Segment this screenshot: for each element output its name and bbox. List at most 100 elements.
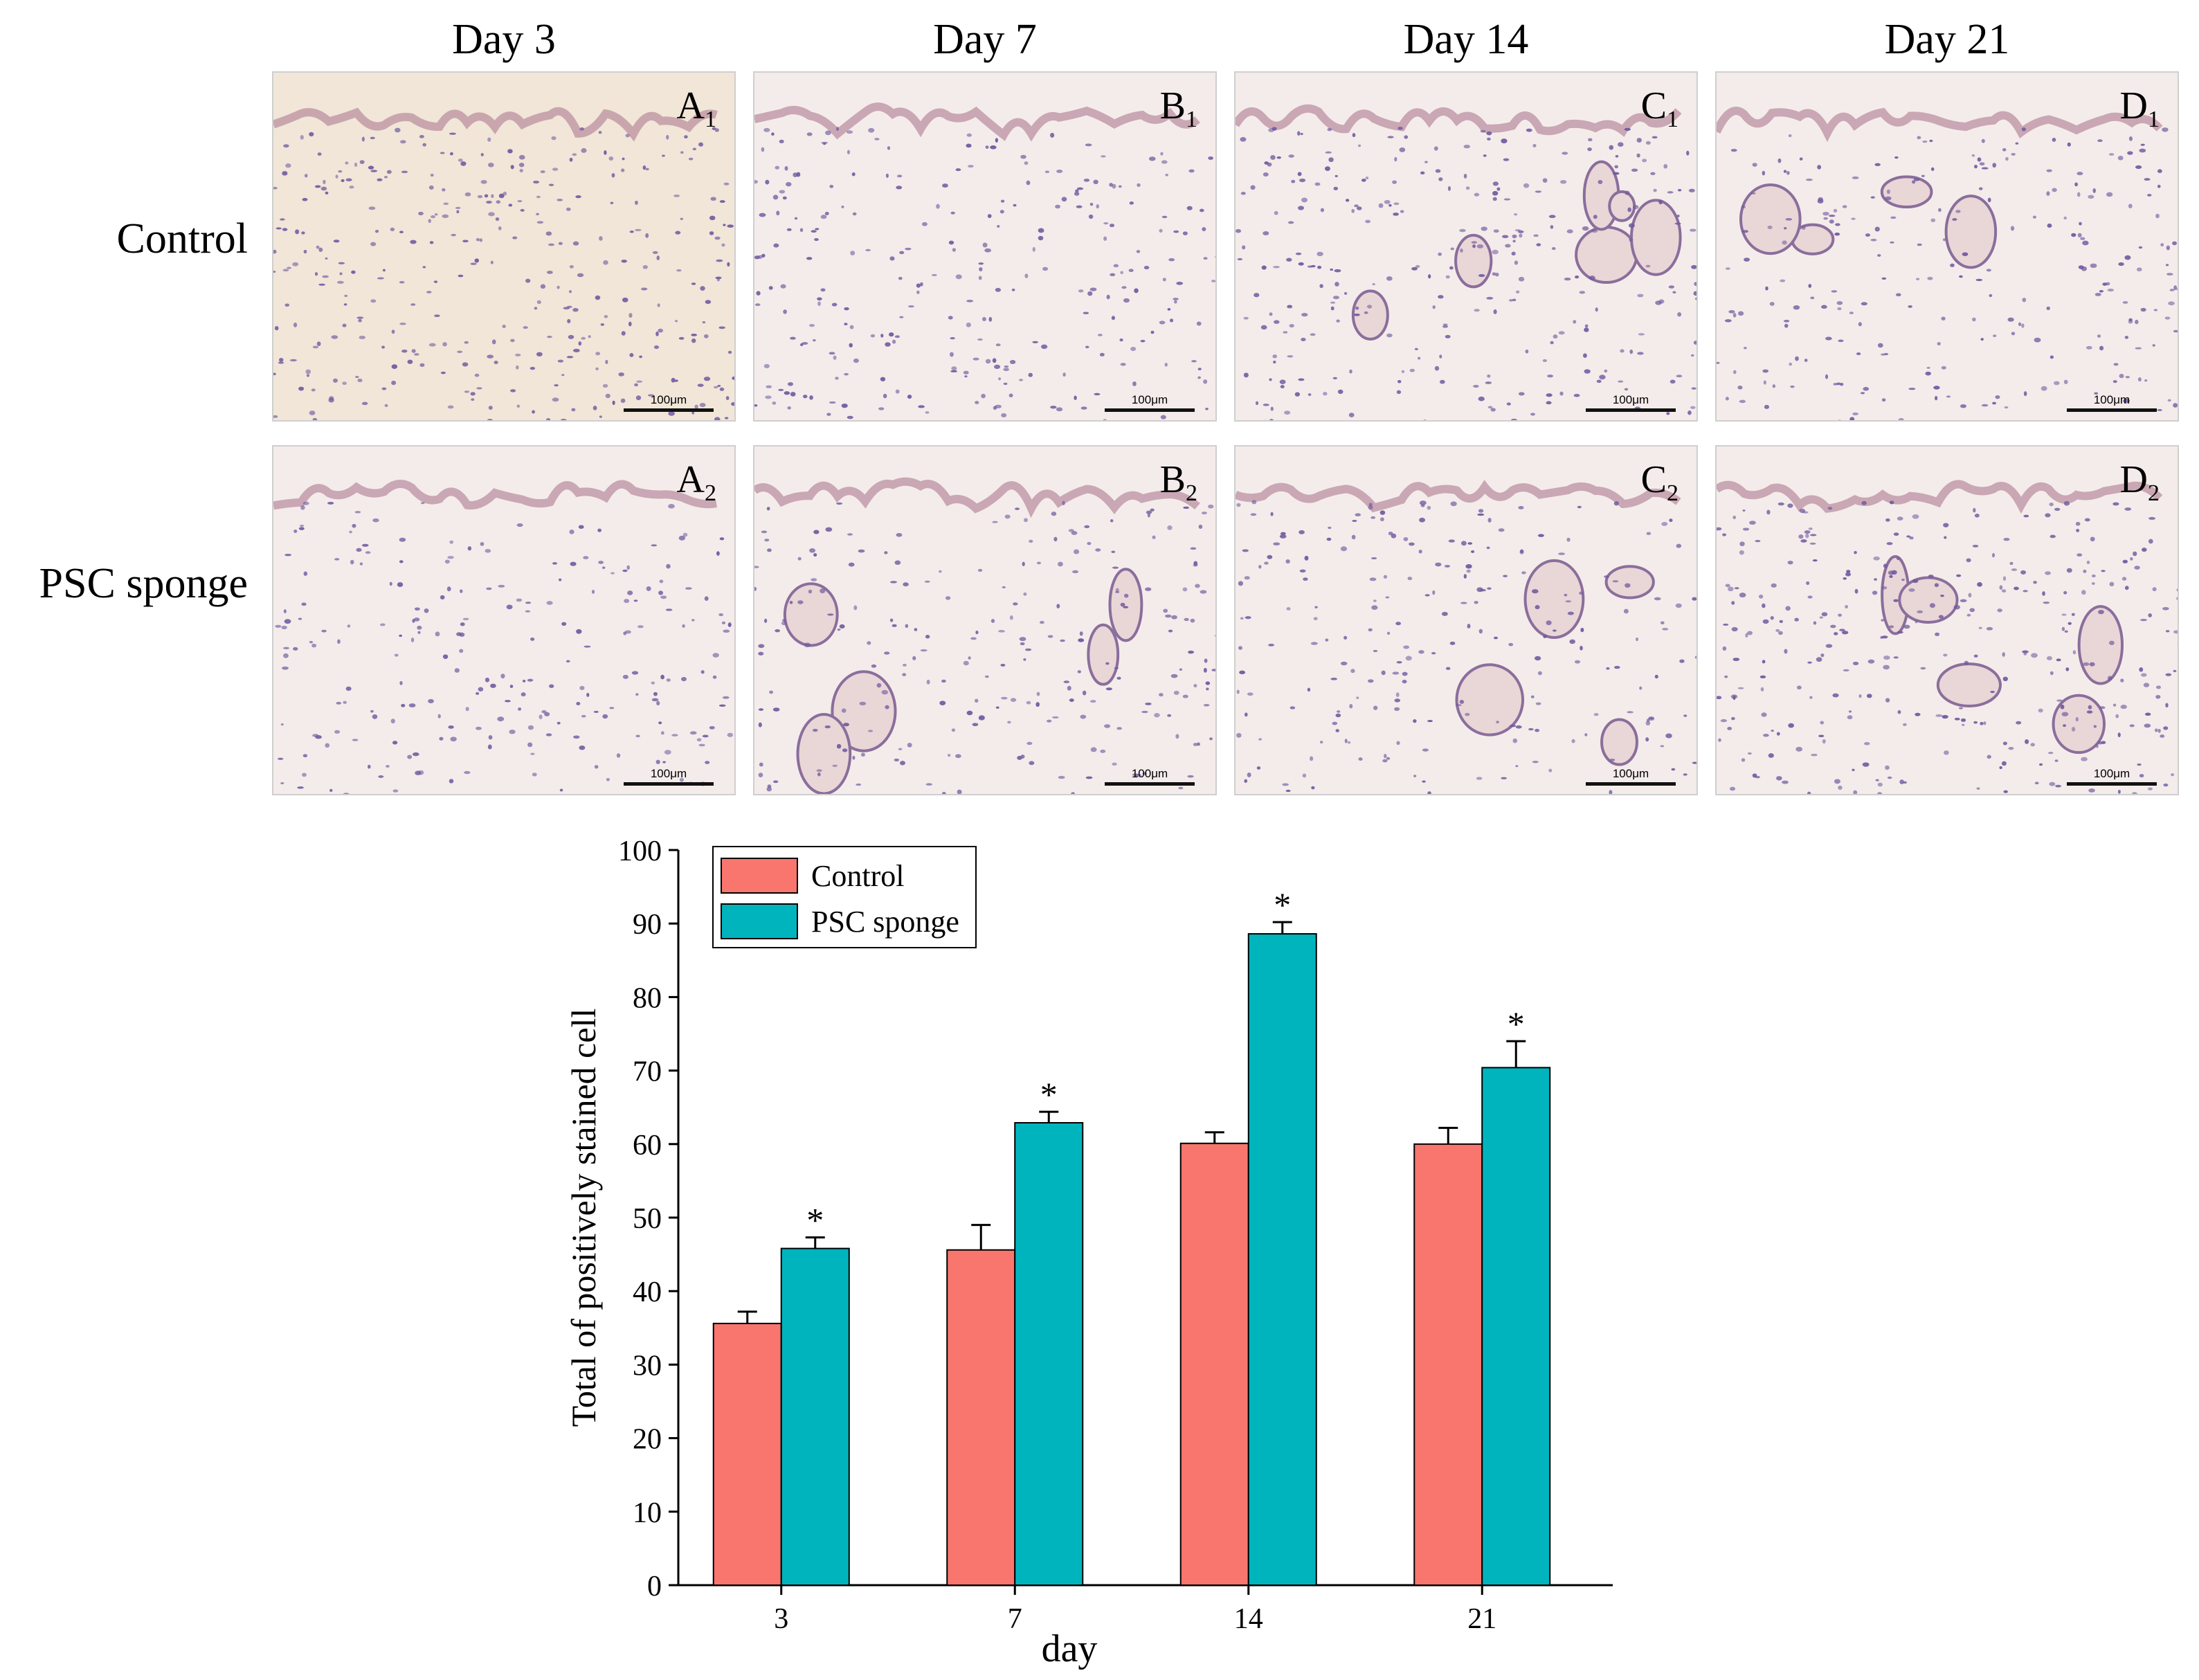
micrograph-image — [273, 73, 734, 420]
panel-letter: D — [2119, 84, 2148, 127]
y-tick-label: 0 — [647, 1571, 662, 1602]
scale-bar-label: 100μm — [1131, 393, 1168, 406]
micrograph-image — [1717, 73, 2178, 420]
bar-psc-sponge — [1481, 1067, 1551, 1586]
scale-bar-label: 100μm — [1612, 767, 1649, 780]
significance-marker: * — [806, 1201, 824, 1240]
x-axis-label: day — [1042, 1627, 1098, 1670]
panel-tag: D2 — [2120, 458, 2160, 507]
scale-bar-line — [2067, 782, 2157, 786]
scale-bar-label: 100μm — [650, 393, 687, 406]
legend-label-control: Control — [811, 859, 904, 893]
panel-tag: A2 — [677, 458, 716, 507]
panel-letter: A — [676, 458, 705, 501]
scale-bar: 100μm — [2067, 767, 2157, 786]
panel-letter: A — [676, 84, 705, 127]
bar-psc-sponge — [780, 1247, 850, 1586]
panel-subscript: 2 — [1186, 480, 1197, 507]
panel-subscript: 1 — [1186, 107, 1197, 133]
y-tick-label: 100 — [618, 836, 662, 867]
scale-bar-line — [624, 782, 714, 786]
micrograph-panel-c2: C2 100μm — [1234, 445, 1698, 795]
legend-swatch-control — [721, 858, 798, 894]
y-tick-label: 80 — [633, 982, 662, 1014]
panel-letter: B — [1159, 458, 1186, 501]
bar-control — [1179, 1142, 1249, 1587]
micrograph-panel-c1: C1 100μm — [1234, 71, 1698, 422]
bar-control — [1413, 1143, 1483, 1586]
panel-tag: A1 — [677, 84, 716, 133]
micrograph-image — [1236, 73, 1696, 420]
scale-bar: 100μm — [624, 767, 714, 786]
scale-bar: 100μm — [1586, 767, 1676, 786]
micrograph-panel-d2: D2 100μm — [1715, 445, 2179, 795]
x-tick-label: 3 — [774, 1603, 788, 1635]
scale-bar-line — [1105, 782, 1195, 786]
panel-tag: B1 — [1160, 84, 1197, 133]
panel-letter: B — [1159, 84, 1186, 127]
y-tick-label: 20 — [633, 1424, 662, 1456]
column-label-day-21: Day 21 — [1884, 16, 2010, 63]
micrograph-image — [754, 446, 1215, 794]
row-label-control: Control — [116, 215, 248, 262]
x-tick-label: 21 — [1467, 1603, 1496, 1635]
scale-bar-label: 100μm — [650, 767, 687, 780]
panel-subscript: 1 — [2148, 107, 2160, 133]
y-tick-label: 60 — [633, 1130, 662, 1162]
y-tick-label: 40 — [633, 1276, 662, 1308]
column-label-day-7: Day 7 — [933, 16, 1037, 63]
bar-control — [712, 1322, 782, 1586]
panel-subscript: 2 — [1667, 480, 1678, 507]
bar-psc-sponge — [1247, 933, 1317, 1586]
x-tick-label: 7 — [1008, 1603, 1022, 1635]
micrograph-panel-a1: A1 100μm — [272, 71, 736, 422]
panel-subscript: 1 — [1667, 107, 1678, 133]
scale-bar: 100μm — [1586, 393, 1676, 412]
x-tick-label: 14 — [1234, 1603, 1263, 1635]
scale-bar-label: 100μm — [2093, 393, 2130, 406]
panel-tag: B2 — [1160, 458, 1197, 507]
y-axis-label: Total of positively stained cell — [564, 1009, 603, 1427]
legend-label-psc-sponge: PSC sponge — [811, 905, 959, 939]
panel-subscript: 2 — [2148, 480, 2160, 507]
scale-bar-line — [1105, 408, 1195, 412]
panel-tag: C2 — [1641, 458, 1678, 507]
micrograph-panel-d1: D1 100μm — [1715, 71, 2179, 422]
panel-letter: C — [1640, 458, 1667, 501]
y-tick-label: 90 — [633, 909, 662, 941]
micrograph-panel-b2: B2 100μm — [753, 445, 1217, 795]
scale-bar: 100μm — [1105, 393, 1195, 412]
micrograph-panel-b1: B1 100μm — [753, 71, 1217, 422]
panel-letter: D — [2119, 458, 2148, 501]
panel-letter: C — [1640, 84, 1667, 127]
scale-bar-line — [624, 408, 714, 412]
significance-marker: * — [1508, 1004, 1525, 1043]
panel-subscript: 2 — [705, 480, 716, 507]
y-tick-label: 70 — [633, 1056, 662, 1088]
bar-chart: 0 10 20 30 40 50 60 70 80 90 100 Total of positivel… — [564, 836, 1613, 1670]
scale-bar: 100μm — [624, 393, 714, 412]
scale-bar-line — [1586, 408, 1676, 412]
scale-bar-label: 100μm — [1612, 393, 1649, 406]
legend-swatch-psc-sponge — [721, 903, 798, 939]
micrograph-image — [754, 73, 1215, 420]
panel-subscript: 1 — [705, 107, 716, 133]
column-label-day-3: Day 3 — [452, 16, 556, 63]
row-label-psc-sponge: PSC sponge — [39, 560, 248, 607]
micrograph-panel-a2: A2 100μm — [272, 445, 736, 795]
scale-bar-line — [1586, 782, 1676, 786]
micrograph-image — [273, 446, 734, 794]
panel-tag: D1 — [2120, 84, 2160, 133]
scale-bar-label: 100μm — [2093, 767, 2130, 780]
bar-psc-sponge — [1014, 1122, 1084, 1586]
panel-tag: C1 — [1641, 84, 1678, 133]
scale-bar: 100μm — [1105, 767, 1195, 786]
micrograph-image — [1717, 446, 2178, 794]
significance-marker: * — [1274, 885, 1291, 924]
micrograph-image — [1236, 446, 1696, 794]
scale-bar: 100μm — [2067, 393, 2157, 412]
scale-bar-label: 100μm — [1131, 767, 1168, 780]
scale-bar-line — [2067, 408, 2157, 412]
y-tick-label: 30 — [633, 1350, 662, 1382]
significance-marker: * — [1040, 1075, 1058, 1114]
